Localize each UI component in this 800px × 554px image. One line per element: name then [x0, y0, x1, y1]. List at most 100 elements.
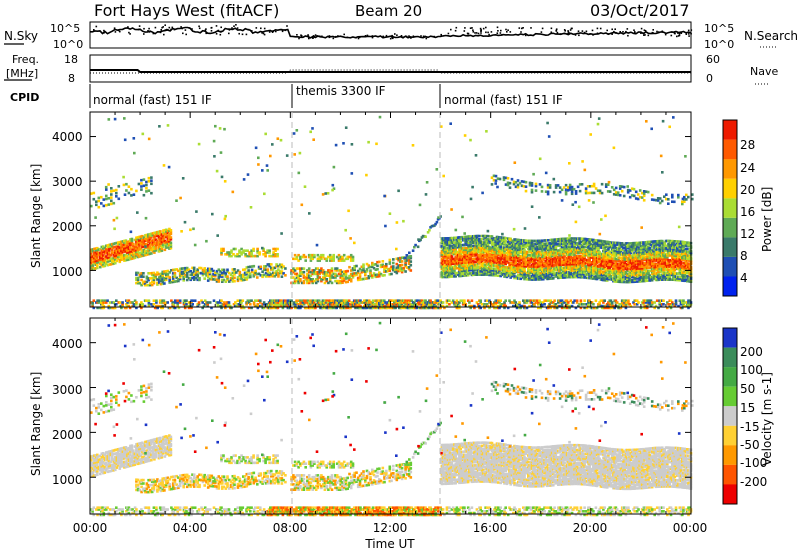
power-cell — [270, 263, 273, 266]
noise-dot — [204, 29, 207, 31]
noise-dot — [556, 31, 559, 34]
power-cell — [575, 269, 579, 272]
power-cell — [542, 277, 545, 281]
power-cell — [250, 270, 254, 273]
power-cell — [154, 242, 158, 245]
power-cell — [94, 256, 98, 259]
power-cell — [392, 261, 395, 265]
power-cell — [443, 267, 446, 271]
power-cell — [332, 253, 335, 257]
power-cell — [381, 263, 385, 267]
power-cell — [230, 254, 233, 258]
power-cell — [468, 264, 471, 267]
power-cell — [145, 183, 148, 187]
power-cell — [455, 242, 459, 246]
power-cell — [517, 256, 520, 259]
power-cell — [485, 252, 489, 256]
power-cell — [123, 248, 126, 252]
power-cell — [550, 269, 554, 272]
power-cell — [323, 272, 327, 276]
power-cell — [341, 259, 344, 262]
power-cell — [510, 261, 514, 265]
power-cell — [395, 270, 399, 273]
power-cell — [222, 268, 226, 272]
power-cell — [399, 264, 402, 267]
power-cell — [574, 248, 578, 252]
power-cell — [114, 251, 117, 254]
power-cell — [102, 259, 105, 263]
power-cell — [400, 269, 404, 272]
noise-dot — [396, 34, 398, 36]
power-cell — [544, 268, 548, 271]
power-cell — [328, 278, 332, 281]
power-cell — [161, 280, 164, 284]
power-cell — [226, 251, 229, 254]
power-cell — [258, 251, 261, 254]
power-cell — [135, 247, 138, 250]
power-cell — [153, 249, 156, 253]
power-cell — [505, 275, 509, 279]
noise-dot — [480, 29, 482, 31]
power-cell — [184, 270, 187, 273]
power-cell — [500, 257, 504, 260]
power-cell — [409, 260, 413, 263]
power-cell — [156, 278, 159, 281]
power-cell — [271, 274, 275, 278]
power-cell — [215, 280, 219, 283]
noise-dot — [164, 29, 167, 31]
power-cell — [126, 247, 129, 251]
power-cell — [144, 234, 147, 237]
power-cell — [210, 274, 214, 278]
power-cell — [554, 254, 558, 257]
power-cell — [142, 280, 145, 284]
power-cell — [130, 248, 134, 251]
power-cell — [463, 238, 466, 242]
power-cell — [147, 240, 150, 243]
power-cell — [335, 255, 339, 259]
power-cell — [558, 244, 561, 247]
noise-dot — [167, 29, 169, 31]
power-cell — [540, 266, 544, 270]
power-cell — [156, 271, 159, 274]
power-cell — [302, 270, 306, 274]
power-cell — [379, 263, 383, 267]
noise-dot — [472, 31, 475, 33]
power-cell — [121, 243, 125, 247]
power-cell — [136, 252, 140, 255]
power-cell — [449, 265, 452, 269]
power-cell — [485, 257, 489, 260]
power-cell — [533, 239, 536, 243]
power-cell — [383, 273, 386, 277]
power-cell — [451, 247, 455, 251]
power-cell — [145, 253, 149, 256]
power-cell — [328, 259, 332, 262]
power-cell — [115, 250, 119, 254]
power-cell — [173, 280, 177, 283]
power-cell — [436, 218, 440, 221]
power-cell — [153, 238, 156, 242]
power-cell — [299, 274, 302, 277]
power-cell — [189, 273, 192, 276]
power-cell — [523, 269, 526, 273]
power-cell — [297, 281, 300, 285]
power-cell — [105, 260, 108, 264]
power-cell — [320, 257, 323, 261]
power-cell — [117, 185, 121, 188]
power-cell — [112, 256, 116, 260]
power-cell — [164, 278, 168, 282]
power-cell — [249, 274, 252, 277]
power-cell — [196, 273, 199, 276]
power-cell — [522, 245, 525, 249]
power-cell — [121, 247, 125, 250]
power-cell — [498, 263, 501, 266]
power-cell — [530, 271, 534, 275]
power-cell — [358, 273, 362, 276]
power-cell — [278, 271, 282, 275]
power-cell — [160, 238, 164, 242]
power-cell — [458, 239, 461, 242]
power-cell — [293, 278, 297, 281]
power-cell — [379, 265, 383, 269]
power-cell — [445, 261, 449, 264]
power-cell — [463, 255, 466, 258]
power-cell — [371, 274, 374, 277]
